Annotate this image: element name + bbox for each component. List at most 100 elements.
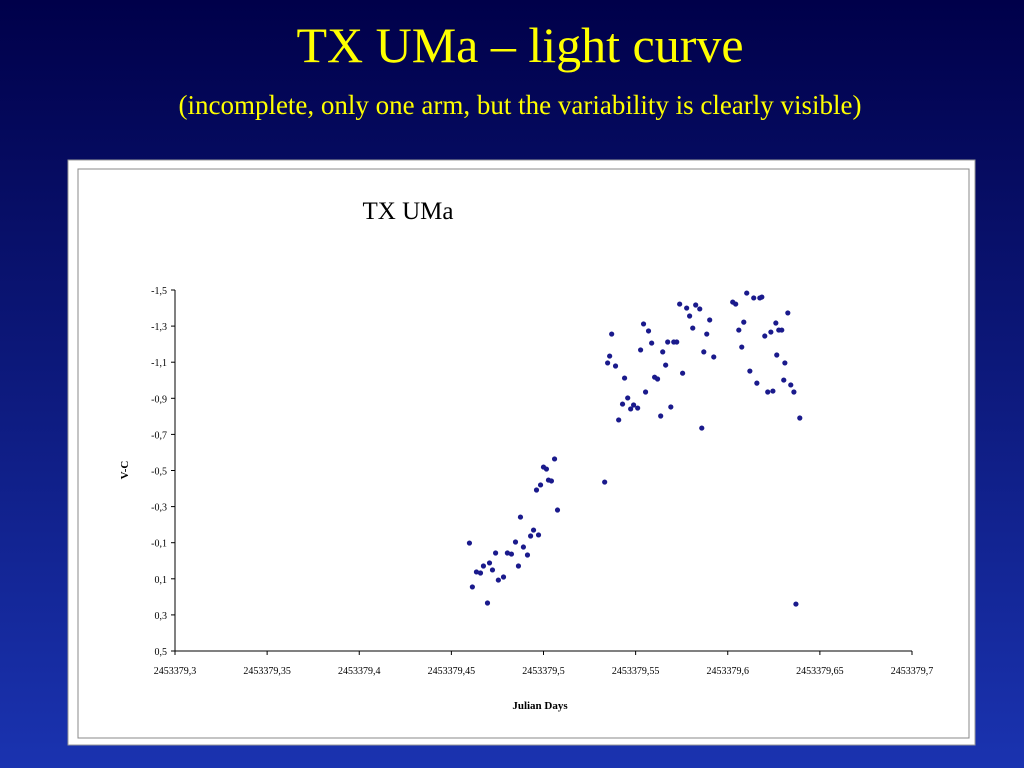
- data-point: [693, 302, 699, 308]
- data-point: [492, 550, 499, 556]
- y-tick-label: 0,3: [155, 611, 168, 622]
- data-point: [697, 306, 703, 312]
- slide-subtitle: (incomplete, only one arm, but the varia…: [178, 90, 861, 120]
- data-point: [711, 354, 717, 360]
- data-point: [630, 402, 637, 408]
- data-point: [543, 466, 550, 472]
- data-point: [733, 301, 739, 307]
- data-point: [484, 600, 491, 606]
- data-point: [701, 349, 707, 355]
- y-tick-label: -0,7: [151, 430, 167, 441]
- y-tick-label: -0,9: [151, 394, 167, 405]
- x-tick-label: 2453379,35: [243, 666, 291, 677]
- data-point: [548, 478, 555, 484]
- data-point: [779, 327, 785, 333]
- data-point: [788, 382, 794, 388]
- data-point: [642, 389, 649, 395]
- data-point: [707, 317, 713, 323]
- data-point: [637, 347, 644, 353]
- data-point: [619, 401, 626, 407]
- data-point: [495, 577, 501, 583]
- data-point: [489, 567, 496, 573]
- data-point: [607, 353, 613, 359]
- y-tick-label: -0,3: [151, 503, 167, 514]
- data-point: [774, 352, 780, 358]
- x-tick-label: 2453379,65: [796, 666, 844, 677]
- x-tick-label: 2453379,5: [522, 666, 565, 677]
- data-point: [797, 415, 803, 421]
- x-tick-label: 2453379,3: [154, 666, 197, 677]
- x-tick-label: 2453379,55: [612, 666, 660, 677]
- data-point: [674, 339, 680, 345]
- chart-title: TX UMa: [363, 198, 454, 225]
- data-point: [609, 331, 615, 337]
- data-point: [782, 360, 788, 366]
- x-tick-label: 2453379,4: [338, 666, 381, 677]
- data-point: [762, 333, 768, 339]
- data-point: [621, 375, 628, 381]
- data-point: [759, 294, 765, 300]
- data-point: [665, 339, 671, 345]
- data-point: [704, 331, 710, 337]
- data-point: [605, 360, 611, 366]
- data-point: [668, 404, 674, 410]
- data-point: [469, 584, 475, 590]
- data-point: [793, 601, 799, 607]
- data-point: [773, 320, 779, 326]
- data-point: [754, 380, 760, 386]
- y-axis-label: V-C: [119, 461, 131, 480]
- data-point: [473, 569, 480, 575]
- data-point: [530, 527, 537, 533]
- data-point: [765, 389, 771, 395]
- data-point: [751, 295, 757, 301]
- y-tick-label: -1,1: [151, 358, 167, 369]
- data-point: [512, 539, 519, 545]
- chart-area-border: [77, 168, 970, 739]
- y-tick-label: -0,5: [151, 467, 167, 478]
- data-point: [684, 305, 690, 311]
- data-point: [612, 363, 619, 369]
- data-point: [660, 349, 666, 355]
- data-point: [791, 389, 797, 395]
- data-point: [739, 344, 745, 350]
- y-tick-label: 0,5: [155, 647, 168, 658]
- y-tick-label: -0,1: [151, 539, 167, 550]
- data-point: [654, 376, 661, 382]
- data-point: [480, 563, 487, 569]
- x-tick-label: 2453379,45: [428, 666, 476, 677]
- data-point: [781, 377, 787, 383]
- data-point: [628, 406, 634, 412]
- data-point: [663, 362, 669, 368]
- data-point: [785, 310, 791, 316]
- data-point: [535, 532, 542, 538]
- data-point: [649, 340, 655, 346]
- data-point: [680, 370, 686, 376]
- data-point: [515, 563, 522, 569]
- data-point: [768, 329, 774, 335]
- chart-frame: [67, 159, 976, 746]
- y-tick-label: -1,3: [151, 322, 167, 333]
- data-point: [533, 487, 540, 493]
- data-point: [551, 456, 558, 462]
- data-point: [528, 533, 534, 539]
- x-axis-label: Julian Days: [512, 700, 568, 712]
- data-point: [477, 570, 484, 576]
- data-point: [517, 514, 524, 520]
- data-point: [741, 319, 747, 325]
- data-point: [640, 321, 647, 327]
- data-point: [508, 551, 515, 557]
- data-point: [747, 368, 753, 374]
- data-point: [736, 327, 742, 333]
- data-point: [635, 405, 641, 411]
- data-point: [699, 425, 705, 431]
- data-point: [645, 328, 652, 334]
- data-point: [690, 325, 696, 331]
- data-point: [616, 417, 622, 423]
- data-point: [658, 413, 664, 419]
- data-point: [500, 574, 507, 580]
- data-point: [524, 552, 531, 558]
- data-point: [602, 479, 608, 485]
- data-point: [486, 560, 493, 566]
